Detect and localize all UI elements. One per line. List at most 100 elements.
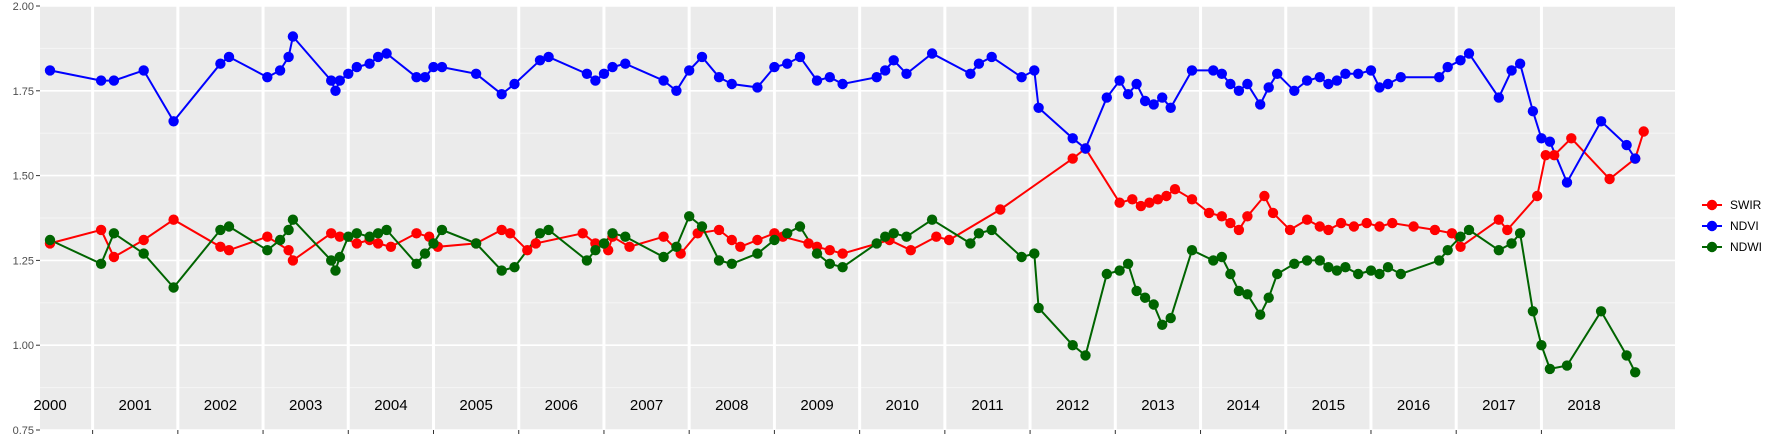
data-point-ndvi <box>684 65 695 76</box>
data-point-ndwi <box>1225 268 1236 280</box>
legend: SWIR NDVI NDWI <box>1702 198 1762 254</box>
data-point-ndvi <box>1314 72 1326 83</box>
year-label: 2010 <box>886 397 919 414</box>
data-point-swir <box>1429 224 1441 236</box>
data-point-ndwi <box>496 265 507 276</box>
data-point-ndvi <box>1331 75 1343 86</box>
data-point-ndwi <box>1131 285 1142 297</box>
data-point-ndvi <box>138 65 149 76</box>
data-point-swir <box>943 234 955 246</box>
data-point-ndwi <box>334 251 345 263</box>
data-point-ndwi <box>1272 268 1283 280</box>
year-boundaries <box>91 6 1543 434</box>
data-point-ndwi <box>509 262 520 273</box>
data-point-ndwi <box>671 241 682 252</box>
data-point-swir <box>1135 200 1147 212</box>
data-point-ndwi <box>1536 340 1547 351</box>
data-point-ndwi <box>1033 302 1044 314</box>
data-point-ndvi <box>1255 99 1266 110</box>
data-point-ndwi <box>824 258 835 269</box>
data-point-swir <box>168 214 179 225</box>
data-point-ndvi <box>871 72 882 83</box>
data-point-ndwi <box>1301 255 1313 266</box>
data-point-ndvi <box>1225 78 1236 90</box>
data-point-ndvi <box>782 58 793 69</box>
data-point-ndvi <box>1353 68 1364 80</box>
data-point-swir <box>496 224 507 236</box>
data-point-ndwi <box>419 248 431 259</box>
data-point-ndvi <box>1101 92 1113 103</box>
data-point-swir <box>1216 211 1228 222</box>
data-point-ndwi <box>428 238 439 249</box>
data-point-swir <box>1242 211 1253 222</box>
data-point-swir <box>752 234 763 246</box>
data-point-ndvi <box>1506 65 1517 76</box>
data-point-swir <box>905 245 916 256</box>
data-point-swir <box>1169 184 1181 195</box>
data-point-ndwi <box>326 255 337 266</box>
data-point-swir <box>505 228 516 239</box>
data-point-ndvi <box>372 51 384 63</box>
data-point-ndwi <box>794 221 806 232</box>
data-point-ndwi <box>1157 319 1168 330</box>
data-point-ndwi <box>1340 262 1351 273</box>
data-point-ndvi <box>1122 89 1134 100</box>
data-point-ndwi <box>1114 265 1125 276</box>
data-point-ndwi <box>1216 251 1228 263</box>
data-point-ndvi <box>1493 92 1505 103</box>
data-point-ndvi <box>1365 65 1377 76</box>
data-point-ndvi <box>343 68 354 80</box>
data-point-ndvi <box>1131 78 1142 90</box>
data-point-ndvi <box>824 72 835 83</box>
data-point-ndvi <box>1272 68 1283 80</box>
year-label: 2012 <box>1056 397 1089 414</box>
data-point-ndwi <box>274 234 286 246</box>
data-point-ndwi <box>1255 309 1266 320</box>
data-point-ndvi <box>901 68 912 80</box>
data-point-ndvi <box>1442 61 1453 73</box>
data-point-swir <box>351 238 362 249</box>
data-point-ndvi <box>411 72 422 83</box>
data-point-swir <box>1408 221 1419 232</box>
data-point-swir <box>931 231 942 242</box>
data-point-swir <box>334 231 345 242</box>
data-point-ndvi <box>607 61 618 73</box>
data-point-ndvi <box>1301 75 1313 86</box>
legend-key-point-swir <box>1706 199 1718 211</box>
year-label: 2006 <box>545 397 578 414</box>
data-point-ndwi <box>1630 367 1641 378</box>
data-point-swir <box>385 241 397 252</box>
data-point-ndvi <box>330 85 341 97</box>
data-point-ndvi <box>1395 72 1407 83</box>
data-point-ndwi <box>1455 231 1466 242</box>
data-point-ndwi <box>1527 306 1539 317</box>
data-point-swir <box>1348 221 1360 232</box>
data-point-swir <box>1493 214 1505 225</box>
data-point-ndwi <box>581 255 593 266</box>
year-labels: 2000 2001 2002 2003 2004 2005 2006 2007 2008 2009… <box>33 397 1600 414</box>
data-point-ndvi <box>326 75 337 86</box>
data-point-ndvi <box>274 65 286 76</box>
data-point-ndvi <box>1595 116 1607 127</box>
data-point-ndvi <box>1263 82 1274 93</box>
data-point-swir <box>1067 153 1078 164</box>
data-point-swir <box>287 255 299 266</box>
data-point-ndwi <box>684 211 695 222</box>
year-label: 2016 <box>1397 397 1430 414</box>
data-point-ndvi <box>496 89 507 100</box>
data-point-swir <box>735 241 746 252</box>
data-point-ndvi <box>287 31 299 42</box>
data-point-ndvi <box>364 58 375 69</box>
data-point-ndwi <box>1514 228 1526 239</box>
y-axis: 0.75 1.00 1.25 1.50 1.75 2.00 <box>13 1 40 437</box>
data-point-ndvi <box>1216 68 1228 80</box>
data-point-swir <box>372 238 384 249</box>
legend-key-point-ndwi <box>1706 241 1718 253</box>
data-point-ndwi <box>1122 258 1134 269</box>
data-point-swir <box>824 245 835 256</box>
data-point-ndwi <box>986 224 997 236</box>
year-label: 2013 <box>1141 397 1174 414</box>
y-tick-label: 1.50 <box>13 171 34 183</box>
data-point-ndwi <box>607 228 618 239</box>
